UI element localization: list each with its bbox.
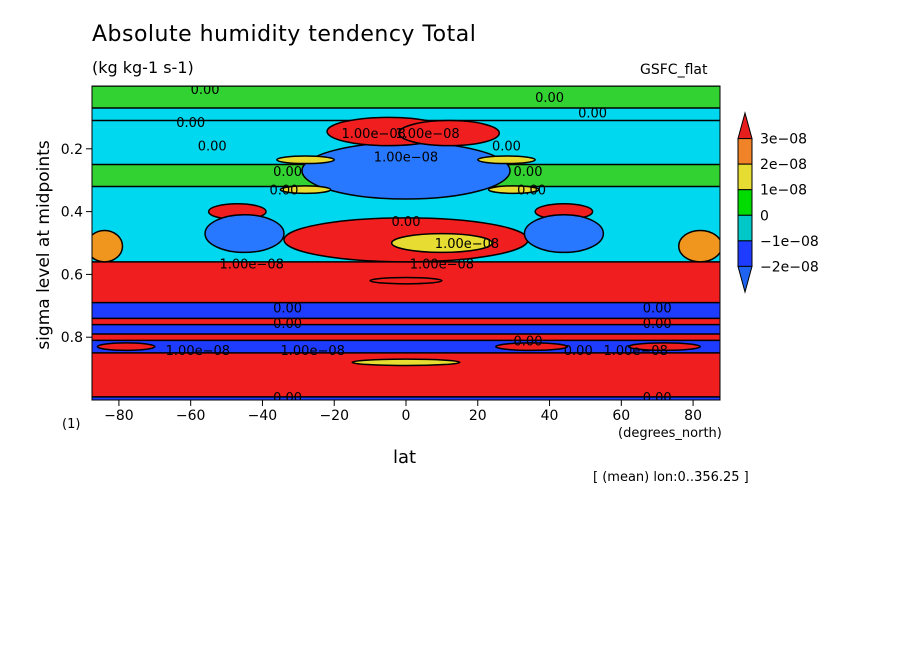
contour-feature-15: [96, 342, 156, 352]
contour-label-11: 0.00: [270, 184, 299, 199]
y-tick-label-3: 0.8: [61, 330, 83, 346]
contour-feature-11: [276, 155, 335, 165]
x-tick-label-8: 80: [684, 408, 702, 424]
contour-band-10: [92, 340, 720, 353]
mean-note: [ (mean) lon:0..356.25 ]: [593, 470, 749, 485]
contour-band-1: [92, 107, 720, 121]
contour-label-10: 0.00: [514, 165, 543, 180]
colorbar-label-1: −1e−08: [760, 234, 819, 250]
contour-label-25: 1.00e−08: [603, 344, 667, 359]
x-tick-label-4: 0: [402, 408, 411, 424]
colorbar-swatch-2: [737, 214, 753, 242]
y-axis-unit: (1): [62, 417, 81, 432]
contour-label-8: 1.00e−08: [374, 151, 438, 166]
colorbar-label-3: 1e−08: [760, 183, 807, 199]
contour-label-4: 0.00: [198, 140, 227, 155]
colorbar-label-0: −2e−08: [760, 259, 819, 275]
contour-feature-17: [627, 342, 702, 352]
contour-label-15: 1.00e−08: [219, 257, 283, 272]
contour-label-16: 1.00e−08: [410, 257, 474, 272]
x-tick-label-3: −20: [319, 408, 349, 424]
colorbar-swatch-0: [737, 265, 753, 294]
x-tick-label-2: −40: [248, 408, 278, 424]
contour-label-24: 0.00: [564, 344, 593, 359]
colorbar-swatch-5: [737, 138, 753, 165]
contour-band-12: [92, 396, 720, 400]
contour-label-26: 0.00: [273, 391, 302, 406]
contour-label-22: 1.00e−08: [166, 344, 230, 359]
y-tick-label-0: 0.2: [61, 142, 83, 158]
contour-label-9: 0.00: [273, 165, 302, 180]
y-tick-label-1: 0.4: [61, 205, 83, 221]
contour-label-2: 0.00: [176, 116, 205, 131]
contour-band-8: [92, 324, 720, 335]
chart-units: (kg kg-1 s-1): [92, 58, 194, 77]
colorbar-label-4: 2e−08: [760, 157, 807, 173]
colorbar-swatch-6: [737, 111, 753, 140]
contour-feature-14: [487, 185, 540, 195]
contour-label-27: 0.00: [643, 391, 672, 406]
contour-band-7: [92, 318, 720, 325]
contour-feature-19: [369, 276, 443, 285]
contour-feature-9: [92, 229, 124, 263]
contour-label-14: 1.00e−08: [435, 237, 499, 252]
x-tick-label-5: 20: [469, 408, 487, 424]
contour-feature-7: [204, 213, 285, 254]
contour-label-7: 0.00: [492, 140, 521, 155]
contour-label-0: 0.00: [191, 83, 220, 98]
colorbar-swatch-3: [737, 189, 753, 216]
contour-label-1: 0.00: [535, 91, 564, 106]
contour-feature-16: [494, 342, 569, 352]
colorbar-swatch-1: [737, 240, 753, 267]
contour-label-12: 0.00: [517, 184, 546, 199]
contour-band-9: [92, 334, 720, 341]
contour-label-23: 1.00e−08: [281, 344, 345, 359]
colorbar-swatch-4: [737, 163, 753, 191]
contour-label-20: 0.00: [643, 317, 672, 332]
contour-band-6: [92, 302, 720, 319]
model-label: GSFC_flat: [640, 62, 708, 78]
contour-label-18: 0.00: [643, 301, 672, 316]
contour-feature-10: [677, 229, 720, 263]
chart-title: Absolute humidity tendency Total: [92, 22, 477, 47]
contour-feature-13: [279, 185, 332, 195]
contour-feature-12: [477, 155, 536, 165]
contour-label-19: 0.00: [273, 317, 302, 332]
colorbar-label-2: 0: [760, 208, 769, 224]
contour-label-6: 1.00e−08: [395, 127, 459, 142]
x-axis-unit: (degrees_north): [618, 426, 722, 441]
contour-feature-2: [398, 119, 501, 147]
plot-area: 0.000.000.000.000.001.00e−081.00e−080.00…: [92, 83, 720, 406]
contour-feature-18: [351, 358, 461, 367]
colorbar-label-5: 3e−08: [760, 132, 807, 148]
x-tick-label-1: −60: [176, 408, 206, 424]
contour-label-21: 0.00: [514, 334, 543, 349]
contour-label-5: 1.00e−08: [342, 127, 406, 142]
x-tick-label-6: 40: [541, 408, 559, 424]
x-tick-label-7: 60: [612, 408, 630, 424]
contour-label-3: 0.00: [578, 107, 607, 122]
contour-feature-4: [390, 232, 493, 254]
contour-feature-8: [523, 213, 605, 254]
y-tick-label-2: 0.6: [61, 267, 83, 283]
x-axis-label: lat: [393, 447, 417, 468]
contour-label-13: 0.00: [392, 215, 421, 230]
x-tick-label-0: −80: [104, 408, 134, 424]
contour-label-17: 0.00: [273, 301, 302, 316]
contour-band-0: [92, 86, 720, 108]
